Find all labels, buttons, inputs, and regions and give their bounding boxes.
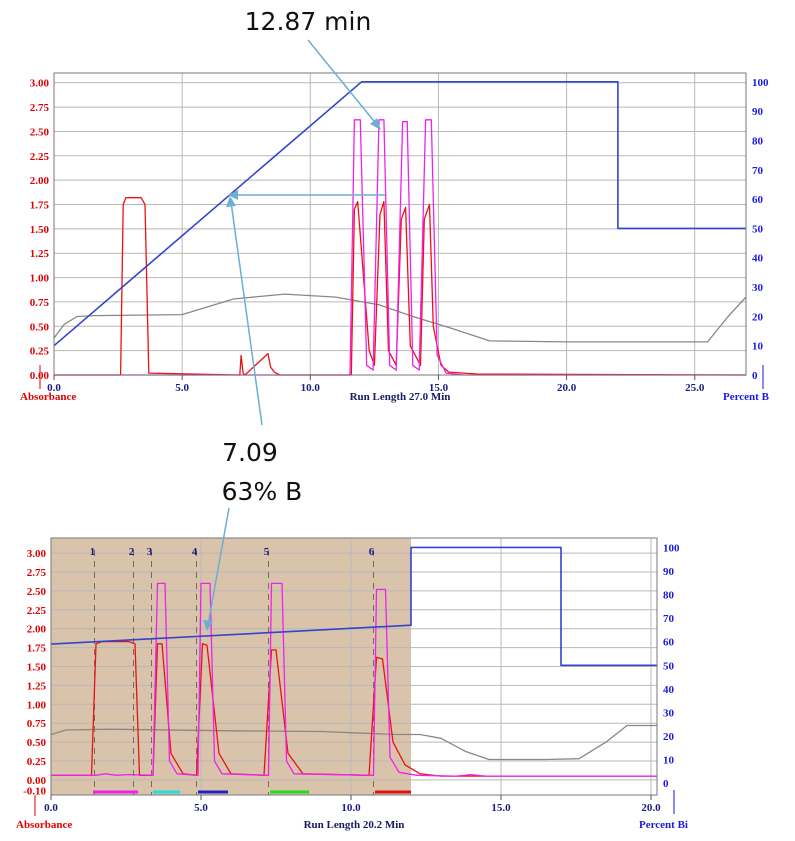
y-right-tick-label: 0 (752, 370, 758, 382)
y-right-tick-label: 80 (663, 590, 675, 602)
top-x-title: Run Length 27.0 Min (350, 391, 451, 403)
arrow-to-peak (307, 39, 379, 127)
series-line-percent-b-gradient (53, 81, 746, 347)
y-left-tick-label: 1.00 (30, 273, 50, 285)
bottom-plot-frame (50, 537, 658, 796)
y-right-tick-label: 70 (663, 613, 675, 625)
top-y-left-title: Absorbance (20, 391, 76, 403)
x-tick-label: 25.0 (685, 382, 705, 394)
y-left-tick-label: 1.00 (27, 699, 47, 711)
bottom-y-right-title: Percent Bi (639, 819, 688, 831)
x-tick-label: 0.0 (44, 802, 58, 814)
y-left-tick-label: 0.25 (30, 346, 50, 358)
y-left-tick-label: 2.75 (27, 567, 47, 579)
fraction-marker-label: 4 (192, 546, 198, 558)
y-left-tick-label: 2.75 (30, 102, 50, 114)
y-left-tick-label: -0.10 (23, 785, 46, 797)
top-chromatogram: 0.0 0 0.25 0.50 0.75 1.00 1.25 1.50 1.75 2.00 2.25… (20, 72, 770, 403)
top-time-annotation: 12.87 min (245, 7, 372, 36)
y-right-tick-label: 10 (752, 341, 764, 353)
y-right-tick-label: 70 (752, 165, 764, 177)
fraction-marker-label: 6 (369, 546, 375, 558)
y-left-tick-label: 1.50 (27, 662, 47, 674)
arrow-head-gradient (228, 190, 238, 200)
y-right-tick-label: 60 (752, 194, 764, 206)
annotations: 12.87 min 7.09 63% B (203, 7, 385, 631)
x-tick-label: 20.0 (557, 382, 577, 394)
bottom-x-title: Run Length 20.2 Min (304, 819, 405, 831)
series-line-absorbance-trace-2 (51, 582, 657, 777)
y-left-tick-label: 2.00 (30, 175, 50, 187)
arrow-head-top-gradient (226, 196, 236, 207)
y-left-tick-label: 2.25 (30, 151, 50, 163)
y-left-tick-label: 0.75 (27, 718, 47, 730)
bottom-y-left-title: Absorbance (16, 819, 72, 831)
y-left-tick-label: 2.50 (30, 126, 50, 138)
y-right-tick-label: 60 (663, 637, 675, 649)
y-right-tick-label: 0 (663, 778, 669, 790)
y-left-tick-label: 2.50 (27, 586, 47, 598)
y-left-tick-label: 0.25 (27, 756, 47, 768)
x-tick-label: 10.0 (341, 802, 361, 814)
x-tick-label: 0.0 (47, 382, 61, 394)
arrow-annotation-to-gradient (230, 201, 263, 426)
y-right-tick-label: 80 (752, 135, 764, 147)
y-left-tick-label: 1.75 (30, 200, 50, 212)
series-line-absorbance-trace-2 (54, 119, 746, 376)
y-right-tick-label: 20 (752, 311, 764, 323)
arrow-head-peak (370, 118, 381, 130)
y-left-tick-label: 3.00 (27, 548, 47, 560)
series-line-baseline-trace (50, 724, 657, 761)
x-tick-label: 5.0 (175, 382, 189, 394)
y-left-tick-label: 1.75 (27, 643, 47, 655)
y-left-tick-label: 0.00 (27, 775, 47, 787)
y-left-tick-label: 0.50 (30, 321, 50, 333)
x-tick-label: 10.0 (301, 382, 321, 394)
y-left-tick-label: 0.50 (27, 737, 47, 749)
fraction-marker-label: 1 (90, 546, 96, 558)
y-left-tick-label: 0.75 (30, 297, 50, 309)
bottom-ticks: -0.100.000.250.500.751.001.251.501.752.0… (23, 542, 680, 814)
series-line-percent-b-gradient (50, 546, 657, 667)
top-traces (53, 81, 747, 376)
y-right-tick-label: 20 (663, 731, 675, 743)
series-line-absorbance-trace-1 (54, 197, 747, 376)
y-left-tick-label: 2.00 (27, 624, 47, 636)
y-right-tick-label: 50 (752, 223, 764, 235)
x-tick-label: 20.0 (641, 802, 661, 814)
arrow-annotation-to-bottom (207, 507, 230, 626)
fraction-marker-label: 2 (129, 546, 135, 558)
top-ticks: 0.0 0 0.25 0.50 0.75 1.00 1.25 1.50 1.75 2.00 2.25… (30, 77, 769, 394)
y-right-tick-label: 30 (752, 282, 764, 294)
y-right-tick-label: 90 (663, 566, 675, 578)
y-right-tick-label: 50 (663, 660, 675, 672)
y-left-tick-label: 1.25 (30, 248, 50, 260)
y-right-tick-label: 90 (752, 106, 764, 118)
y-right-tick-label: 30 (663, 707, 675, 719)
y-right-tick-label: 10 (663, 755, 675, 767)
bottom-traces (50, 546, 657, 777)
y-left-tick-label: 2.25 (27, 605, 47, 617)
x-tick-label: 15.0 (491, 802, 511, 814)
top-y-right-title: Percent B (723, 391, 770, 403)
y-right-tick-label: 40 (752, 253, 764, 265)
arrow-head-bottom-gradient (203, 620, 213, 631)
y-right-tick-label: 40 (663, 684, 675, 696)
x-tick-label: 15.0 (429, 382, 449, 394)
fraction-marker-label: 3 (147, 546, 153, 558)
y-left-tick-label: 1.25 (27, 680, 47, 692)
top-plot-frame (53, 72, 747, 376)
y-right-tick-label: 100 (663, 542, 680, 554)
bottom-time-annotation: 7.09 (222, 438, 278, 467)
y-left-tick-label: 1.50 (30, 224, 50, 236)
series-line-baseline-trace (53, 293, 747, 343)
y-left-tick-label: 3.00 (30, 78, 50, 90)
top-grid (53, 73, 746, 376)
bottom-percent-annotation: 63% B (222, 477, 303, 506)
fraction-marker-label: 5 (264, 546, 270, 558)
x-tick-label: 5.0 (194, 802, 208, 814)
y-right-tick-label: 100 (752, 77, 769, 89)
